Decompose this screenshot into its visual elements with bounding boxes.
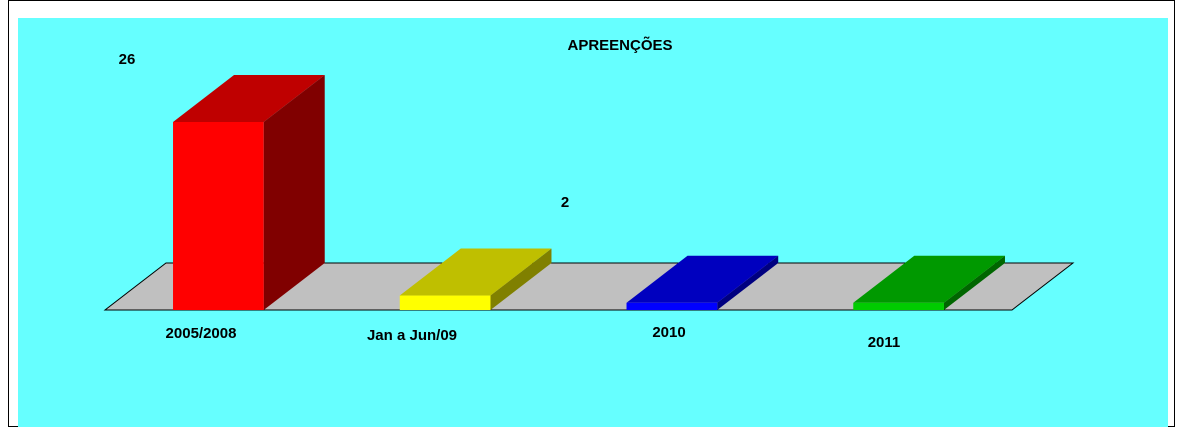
- x-tick-label: Jan a Jun/09: [367, 327, 457, 344]
- chart-title: APREENÇÕES: [567, 36, 672, 54]
- bar-side: [943, 255, 1005, 310]
- bar: [399, 295, 491, 310]
- x-tick-label: 2011: [868, 334, 901, 351]
- data-label: 26: [119, 51, 136, 68]
- data-label: 2: [561, 194, 569, 211]
- bar-side: [263, 75, 325, 310]
- x-tick-label: 2010: [652, 324, 685, 341]
- bar: [853, 302, 944, 310]
- bar-side: [490, 248, 552, 310]
- x-tick-label: 2005/2008: [166, 325, 237, 342]
- bar: [626, 302, 718, 310]
- bar-top: [853, 255, 1005, 303]
- bar: [173, 122, 264, 310]
- bar-top: [173, 75, 325, 122]
- bar-top: [399, 248, 552, 296]
- bar-side: [717, 255, 779, 310]
- bar-top: [626, 255, 779, 303]
